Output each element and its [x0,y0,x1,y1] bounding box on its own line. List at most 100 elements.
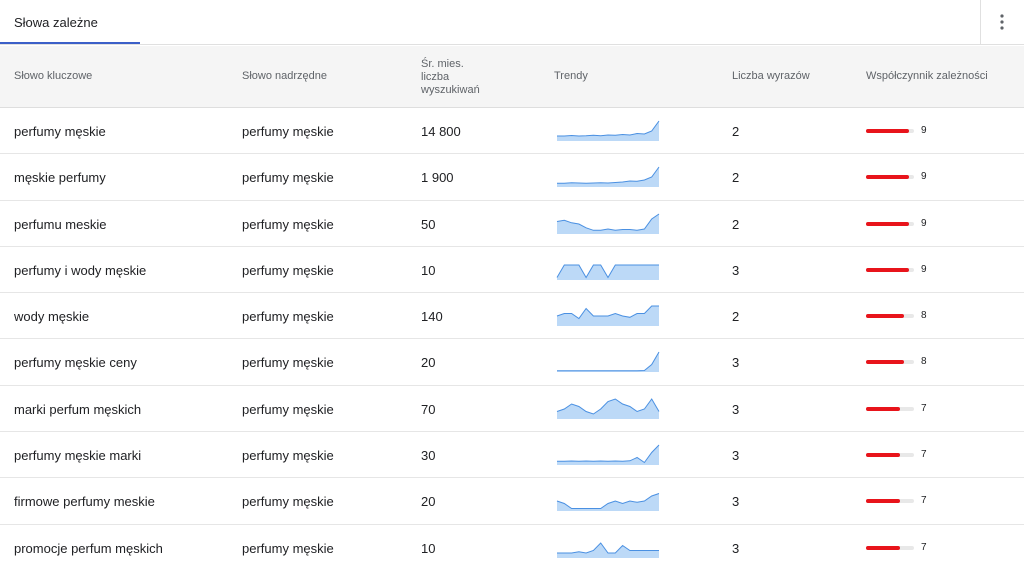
search-volume-cell: 20 [421,355,436,371]
trend-line [557,541,659,554]
tab-bar: Słowa zależne [0,0,1024,45]
coefficient-score: 9 [921,263,927,275]
table-row[interactable]: wody męskie perfumy męskie 140 2 8 [0,293,1024,340]
coefficient-score: 7 [921,541,927,553]
keyword-cell: męskie perfumy [14,170,106,186]
tab-label: Słowa zależne [14,15,98,30]
parent-keyword-cell: perfumy męskie [242,540,334,556]
search-volume-cell: 1 900 [421,170,454,186]
parent-keyword-cell: perfumy męskie [242,124,334,139]
word-count-cell: 2 [732,309,740,325]
trend-line [557,444,660,464]
coefficient-score: 8 [921,310,927,322]
trend-area [557,542,659,558]
parent-keyword-cell: perfumy męskie [242,494,334,510]
trend-area [557,352,659,373]
keyword-cell: perfumu meskie [14,216,107,232]
keyword-cell: perfumy męskie ceny [14,355,137,371]
table-row[interactable]: marki perfum męskich perfumy męskie 70 3 7 [0,386,1024,433]
column-header-volume-line: Śr. mies. [421,58,464,70]
trend-sparkline [557,541,659,558]
coefficient-bar [866,453,914,458]
search-volume-cell: 30 [421,448,436,464]
table-row[interactable]: perfumy męskie marki perfumy męskie 30 3 7 [0,432,1024,479]
parent-keyword-cell: perfumy męskie [242,170,334,186]
word-count-cell: 3 [732,540,740,556]
table-row[interactable]: męskie perfumy perfumy męskie 1 900 2 9 [0,154,1024,201]
search-volume-cell: 10 [421,262,436,278]
table-row[interactable]: firmowe perfumy meskie perfumy męskie 20 3 7 [0,478,1024,525]
table-row[interactable]: promocje perfum męskich perfumy męskie 10 3… [0,525,1024,563]
table-row[interactable]: perfumy męskie perfumy męskie 14 800 2 9 [0,108,1024,155]
table-row[interactable]: perfumu meskie perfumy męskie 50 2 9 [0,201,1024,247]
trend-area [557,264,659,280]
coefficient-bar [866,267,914,272]
coefficient-bar [866,406,914,411]
coefficient-score: 8 [921,356,927,368]
keyword-cell: wody męskie [14,309,90,325]
coefficient-bar [866,314,914,319]
tab-active-indicator [0,42,140,44]
trend-sparkline [557,352,660,373]
search-volume-cell: 70 [421,401,436,417]
trend-area [557,493,659,512]
trend-sparkline [557,444,660,466]
column-header-keyword[interactable]: Słowo kluczowe [14,70,93,82]
search-volume-cell: 14 800 [421,124,461,139]
trend-area [557,121,659,141]
coefficient-bar-fill [866,360,905,365]
table-row[interactable]: perfumy męskie ceny perfumy męskie 20 3 8 [0,339,1024,386]
trend-sparkline [557,120,660,141]
coefficient-score: 7 [921,449,927,461]
parent-keyword-cell: perfumy męskie [242,401,334,417]
trend-area [557,213,659,234]
coefficient-bar-fill [866,545,900,550]
column-header-coefficient[interactable]: Współczynnik zależności [866,70,988,82]
coefficient-score: 7 [921,402,927,414]
coefficient-bar [866,545,914,550]
keyword-cell: marki perfum męskich [14,401,142,417]
trend-line [556,264,659,279]
trend-line [556,305,659,320]
more-options-button[interactable] [981,0,1024,45]
word-count-cell: 2 [732,170,740,186]
trend-line [556,493,660,510]
word-count-cell: 2 [732,124,740,139]
coefficient-bar [866,221,914,226]
trend-line [556,397,660,415]
coefficient-bar [866,499,914,504]
parent-keyword-cell: perfumy męskie [242,216,334,232]
coefficient-bar-fill [866,267,910,272]
trend-sparkline [556,264,659,280]
keyword-cell: promocje perfum męskich [14,540,163,556]
coefficient-bar-fill [866,175,910,180]
search-volume-cell: 140 [421,309,443,325]
column-header-trend[interactable]: Trendy [554,70,588,82]
trend-sparkline [556,213,660,234]
trend-line [557,120,660,137]
keyword-cell: perfumy i wody męskie [14,262,147,278]
coefficient-bar-fill [866,129,910,133]
parent-keyword-cell: perfumy męskie [242,262,334,278]
search-volume-cell: 10 [421,540,436,556]
keyword-cell: firmowe perfumy meskie [14,494,155,510]
more-vert-icon [1000,14,1004,30]
trend-sparkline [556,493,660,512]
column-header-volume[interactable]: Śr. mies. liczba wyszukiwań [421,58,501,97]
parent-keyword-cell: perfumy męskie [242,309,334,325]
trend-line [557,352,660,372]
trend-line [557,167,660,185]
word-count-cell: 3 [732,355,740,371]
coefficient-score: 9 [921,217,927,229]
trend-area [557,398,659,419]
coefficient-bar-fill [866,499,900,504]
column-header-parent[interactable]: Słowo nadrzędne [242,70,328,82]
coefficient-score: 9 [921,171,927,183]
word-count-cell: 3 [732,494,740,510]
table-row[interactable]: perfumy i wody męskie perfumy męskie 10 3 9 [0,247,1024,294]
coefficient-bar [866,129,914,133]
search-volume-cell: 50 [421,216,436,232]
coefficient-score: 9 [921,125,927,136]
column-header-words[interactable]: Liczba wyrazów [732,70,810,82]
tab-related-keywords[interactable]: Słowa zależne [0,0,140,45]
